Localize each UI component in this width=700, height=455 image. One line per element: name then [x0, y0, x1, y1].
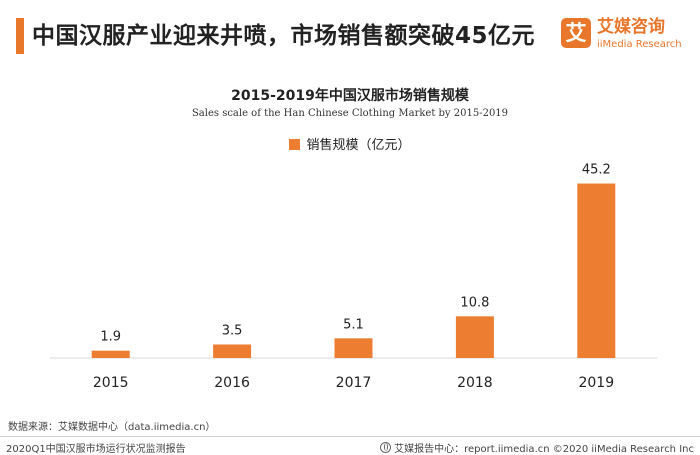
brand-logo: 艾 艾媒咨询 iiMedia Research	[561, 16, 686, 60]
x-tick-2019: 2019	[578, 375, 614, 391]
x-tick-2018: 2018	[457, 375, 493, 391]
globe-icon	[380, 442, 392, 453]
data-label-2018: 10.8	[460, 295, 489, 310]
data-label-2019: 45.2	[582, 163, 611, 178]
bar-2015	[91, 350, 130, 358]
legend-swatch	[289, 139, 301, 150]
data-label-2017: 5.1	[343, 317, 364, 332]
bar-2019	[577, 183, 616, 358]
x-tick-2017: 2017	[336, 375, 372, 391]
report-name: 2020Q1中国汉服市场运行状况监测报告	[6, 444, 186, 455]
headline-accent-bar	[16, 18, 24, 54]
data-label-2016: 3.5	[222, 323, 243, 338]
brand-badge-icon: 艾	[561, 18, 591, 48]
legend-label: 销售规模（亿元）	[306, 138, 411, 153]
bar-2017	[334, 338, 373, 358]
footer-copyright: 艾媒报告中心：report.iimedia.cn ©2020 iiMedia R…	[380, 440, 694, 455]
chart-subtitle: Sales scale of the Han Chinese Clothing …	[191, 108, 509, 119]
x-tick-2015: 2015	[93, 375, 129, 391]
footer-divider	[0, 436, 700, 437]
chart-legend: 销售规模（亿元）	[0, 134, 700, 153]
data-source: 数据来源：艾媒数据中心（data.iimedia.cn）	[8, 422, 216, 433]
chart-title: 2015-2019年中国汉服市场销售规模	[231, 88, 469, 104]
brand-name: 艾媒咨询	[597, 17, 665, 37]
brand-subtitle: iiMedia Research	[597, 39, 682, 50]
bar-2018	[455, 316, 494, 358]
bar-2016	[213, 344, 252, 358]
footer-copyright-text: 艾媒报告中心：report.iimedia.cn ©2020 iiMedia R…	[394, 444, 694, 455]
x-tick-2016: 2016	[214, 375, 250, 391]
page-headline: 中国汉服产业迎来井喷，市场销售额突破45亿元	[32, 23, 536, 49]
data-label-2015: 1.9	[100, 330, 121, 345]
